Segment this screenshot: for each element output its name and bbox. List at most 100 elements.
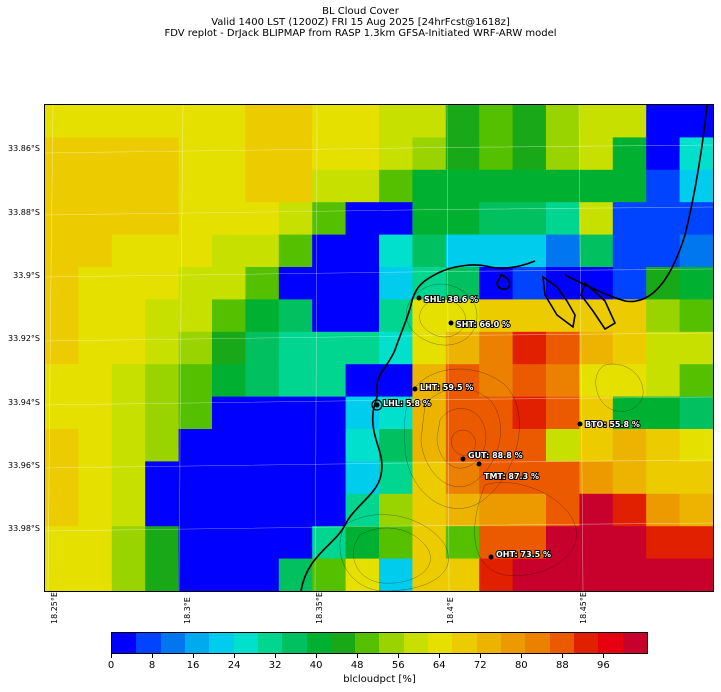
grid-cell	[445, 331, 480, 365]
grid-cell	[45, 364, 79, 398]
grid-cell	[412, 169, 447, 203]
grid-cell	[278, 493, 313, 527]
grid-cell	[479, 137, 514, 171]
grid-cell	[412, 299, 447, 333]
grid-cell	[579, 169, 614, 203]
grid-cell	[312, 169, 347, 203]
site-label-tmt: TMT: 87.3 %	[484, 472, 539, 481]
grid-cell	[546, 105, 580, 138]
grid-cell	[646, 526, 681, 560]
site-label-sht: SHT: 66.0 %	[456, 320, 510, 329]
grid-cell	[679, 493, 713, 527]
grid-cell	[178, 169, 213, 203]
grid-cell	[579, 105, 614, 138]
grid-cell	[312, 137, 347, 171]
colorbar-tick-label: 80	[514, 660, 528, 671]
grid-cell	[412, 105, 447, 138]
colorbar-segment	[355, 633, 380, 653]
colorbar-tick-mark	[152, 654, 154, 658]
grid-cell	[512, 364, 547, 398]
grid-cell	[512, 234, 547, 268]
grid-cell	[479, 299, 514, 333]
grid-cell	[111, 169, 146, 203]
grid-cell	[512, 558, 547, 591]
grid-cell	[412, 396, 447, 430]
grid-cell	[646, 331, 681, 365]
grid-cell	[111, 396, 146, 430]
grid-cell	[78, 202, 113, 236]
title-model-info: FDV replot - DrJack BLIPMAP from RASP 1.…	[164, 28, 557, 39]
grid-cell	[379, 364, 413, 398]
grid-cell	[445, 461, 480, 495]
grid-cell	[646, 364, 681, 398]
grid-cell	[646, 558, 681, 591]
grid-cell	[479, 429, 514, 462]
grid-cell	[546, 526, 580, 560]
grid-cell	[45, 493, 79, 527]
colorbar-segment	[184, 633, 210, 653]
grid-cell	[345, 234, 380, 268]
grid-cell	[312, 299, 347, 333]
grid-cell	[646, 105, 681, 138]
grid-cell	[245, 202, 280, 236]
colorbar-segment	[257, 633, 283, 653]
grid-cell	[612, 558, 647, 591]
grid-cell	[579, 364, 614, 398]
site-dot-lhl	[374, 402, 380, 408]
grid-cell	[178, 461, 213, 495]
grid-cell	[512, 331, 547, 365]
grid-cell	[546, 396, 580, 430]
lat-label: 33.88°S	[8, 208, 40, 217]
grid-cell	[379, 558, 413, 591]
grid-cell	[78, 493, 113, 527]
grid-cell	[679, 105, 713, 138]
colorbar-segment	[233, 633, 258, 653]
colorbar-tick-mark	[193, 654, 195, 658]
grid-cell	[612, 267, 647, 300]
colorbar-segment	[403, 633, 429, 653]
lon-label: 18.4°E	[446, 597, 455, 624]
grid-cell	[45, 267, 79, 300]
grid-cell	[212, 169, 246, 203]
grid-cell	[679, 234, 713, 268]
grid-cell	[379, 202, 413, 236]
grid-cell	[145, 331, 180, 365]
site-dot-tmt	[476, 461, 482, 467]
grid-cell	[512, 526, 547, 560]
colorbar-tick-label: 88	[555, 660, 569, 671]
grid-cell	[345, 396, 380, 430]
site-markers	[371, 295, 583, 560]
grid-cell	[45, 299, 79, 333]
grid-cell	[45, 137, 79, 171]
grid-cell	[579, 429, 614, 462]
grid-cell	[512, 169, 547, 203]
grid-cell	[479, 558, 514, 591]
grid-cell	[345, 526, 380, 560]
grid-cell	[679, 331, 713, 365]
grid-cell	[78, 429, 113, 462]
grid-cell	[646, 137, 681, 171]
grid-cell	[178, 429, 213, 462]
cloud-cover-map[interactable]: SHL: 38.6 % SHT: 66.0 % LHT: 59.5 % LHL:…	[44, 104, 714, 592]
grid-cell	[111, 493, 146, 527]
grid-cell	[445, 105, 480, 138]
lat-label: 33.94°S	[8, 398, 40, 407]
grid-cell	[512, 202, 547, 236]
grid-cell	[612, 299, 647, 333]
colorbar-segment	[452, 633, 477, 653]
grid-cell	[479, 234, 514, 268]
grid-cell	[278, 558, 313, 591]
grid-cell	[379, 137, 413, 171]
grid-cell	[245, 267, 280, 300]
grid-cell	[245, 105, 280, 138]
grid-cell	[178, 558, 213, 591]
grid-cell	[679, 461, 713, 495]
grid-cell	[178, 526, 213, 560]
grid-cell	[245, 558, 280, 591]
grid-cell	[612, 526, 647, 560]
grid-cell	[78, 364, 113, 398]
map-title: BL Cloud Cover Valid 1400 LST (1200Z) FR…	[0, 6, 721, 39]
grid-cell	[111, 331, 146, 365]
grid-cell	[379, 526, 413, 560]
grid-cell	[512, 396, 547, 430]
